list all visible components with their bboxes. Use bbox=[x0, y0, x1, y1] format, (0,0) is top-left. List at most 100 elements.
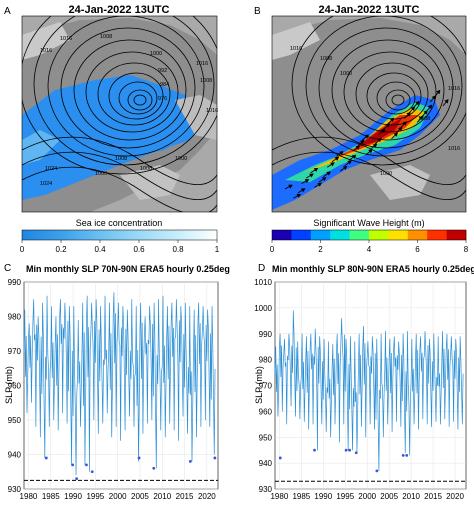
chart-d-marker bbox=[405, 453, 409, 457]
wave-arrow-head bbox=[364, 134, 369, 139]
colorbar-b-segment bbox=[330, 230, 350, 240]
chart-d-ytick-label: 980 bbox=[259, 356, 273, 365]
colorbar-b-scale bbox=[272, 230, 467, 240]
map-a-frame bbox=[21, 15, 218, 213]
map-b-contour-label: 1000 bbox=[340, 71, 352, 77]
chart-d-xtick-label: 1990 bbox=[314, 492, 332, 501]
wave-arrow-head bbox=[406, 112, 411, 117]
chart-c-ylabel: SLP (mb) bbox=[4, 366, 14, 404]
chart-c-marker bbox=[44, 456, 48, 460]
wave-arrow-head bbox=[351, 154, 357, 159]
chart-d-xtick-label: 2005 bbox=[380, 492, 398, 501]
line-chart-d: D Min monthly SLP 80N-90N ERA5 hourly 0.… bbox=[254, 263, 474, 501]
map-b-wave-arrows bbox=[284, 89, 449, 199]
wave-arrow-head bbox=[300, 188, 306, 193]
wave-arrow-head bbox=[418, 115, 424, 121]
wave-arrow-head bbox=[380, 128, 386, 134]
wave-arrow-head bbox=[444, 98, 449, 104]
map-b-wave-max bbox=[355, 118, 402, 148]
map-b-contour-label: 1016 bbox=[448, 146, 460, 152]
chart-c-ytick-label: 950 bbox=[8, 416, 22, 425]
colorbar-b-tick-label: 0 bbox=[270, 245, 275, 254]
chart-d-series-line bbox=[274, 310, 464, 471]
chart-d-marker bbox=[348, 448, 352, 452]
wave-arrow-head bbox=[389, 117, 395, 122]
chart-c-marker bbox=[85, 463, 88, 467]
chart-c-marker bbox=[71, 463, 75, 467]
wave-arrow-head bbox=[309, 173, 314, 178]
wave-arrow-head bbox=[427, 104, 433, 110]
chart-d-ylabel: SLP (mb) bbox=[254, 366, 264, 404]
colorbar-b-segment bbox=[349, 230, 370, 240]
map-a-title: 24-Jan-2022 13UTC bbox=[69, 4, 170, 16]
map-a-contour-label: 1016 bbox=[196, 61, 208, 67]
chart-d-xtick-label: 1980 bbox=[270, 492, 288, 501]
chart-d-ytick-label: 960 bbox=[259, 407, 273, 416]
colorbar-b-label: Significant Wave Height (m) bbox=[313, 218, 424, 228]
chart-d-marker bbox=[375, 469, 379, 473]
colorbar-b-segment bbox=[427, 230, 447, 240]
colorbar-a-tick-label: 0.2 bbox=[55, 245, 67, 254]
chart-d-xtick-label: 2015 bbox=[424, 492, 442, 501]
chart-c-xtick-label: 2000 bbox=[109, 492, 127, 501]
chart-c-xtick-label: 2015 bbox=[176, 492, 194, 501]
chart-c-xtick-label: 2005 bbox=[131, 492, 149, 501]
chart-c-ytick-label: 970 bbox=[8, 347, 22, 356]
colorbar-a-tick-label: 1 bbox=[215, 245, 220, 254]
wave-arrow-head bbox=[339, 151, 344, 156]
map-a-contour-label: 1008 bbox=[100, 34, 112, 40]
chart-c-marker bbox=[188, 460, 192, 463]
panel-letter-d: D bbox=[258, 263, 265, 274]
map-a-contour-label: 984 bbox=[160, 82, 169, 88]
wave-arrow-head bbox=[288, 184, 293, 189]
chart-d-marker bbox=[278, 456, 282, 460]
map-a-contour-label: 1024 bbox=[40, 181, 52, 187]
chart-d-ytick-label: 1000 bbox=[254, 304, 272, 313]
colorbar-a: Sea ice concentration 0 0.2 0.4 0.6 0.8 1 bbox=[20, 218, 220, 254]
chart-d-marker bbox=[344, 448, 348, 452]
wave-arrow-head bbox=[377, 137, 382, 143]
map-a-contour-label: 992 bbox=[158, 68, 167, 74]
wave-arrow-head bbox=[393, 132, 399, 137]
colorbar-a-tick-label: 0 bbox=[20, 245, 25, 254]
map-panel-b: 1008 1000 1016 1008 1016 1000 1016 bbox=[271, 15, 467, 213]
wave-arrow-head bbox=[398, 126, 403, 132]
colorbar-a-tick-label: 0.4 bbox=[94, 245, 106, 254]
colorbar-b-segment bbox=[407, 230, 428, 240]
chart-c-series-line bbox=[23, 292, 216, 476]
chart-d-xtick-label: 1985 bbox=[292, 492, 310, 501]
chart-c-ytick-label: 960 bbox=[8, 382, 22, 391]
colorbar-a-tick-label: 0.8 bbox=[172, 245, 184, 254]
map-a-contour-label: 1024 bbox=[45, 166, 57, 172]
chart-c-xtick-label: 1985 bbox=[42, 492, 60, 501]
chart-c-xtick-label: 2020 bbox=[198, 492, 216, 501]
wave-arrow-head bbox=[304, 179, 310, 184]
panel-letter-b: B bbox=[254, 6, 261, 17]
chart-c-title: Min monthly SLP 70N-90N ERA5 hourly 0.25… bbox=[26, 264, 230, 274]
wave-arrow-head bbox=[402, 121, 407, 126]
wave-arrow-head bbox=[431, 95, 436, 100]
map-a-contour-label: 1008 bbox=[140, 166, 152, 172]
colorbar-b-segment bbox=[272, 230, 292, 240]
line-chart-c: C Min monthly SLP 70N-90N ERA5 hourly 0.… bbox=[4, 263, 230, 501]
chart-c-ytick-label: 940 bbox=[8, 451, 22, 460]
chart-c-marker bbox=[137, 456, 141, 460]
colorbar-a-tick-label: 0.6 bbox=[133, 245, 145, 254]
wave-arrow-head bbox=[317, 182, 323, 187]
colorbar-b-ticks: 0 2 4 6 8 bbox=[270, 240, 469, 254]
chart-d-marker bbox=[401, 453, 405, 457]
colorbar-b-tick-label: 6 bbox=[415, 245, 420, 254]
colorbar-b-segment bbox=[388, 230, 409, 240]
wave-arrow-head bbox=[347, 160, 352, 165]
chart-c-marker bbox=[90, 470, 94, 474]
chart-d-marker bbox=[354, 451, 358, 455]
chart-c-ytick-label: 980 bbox=[8, 313, 22, 322]
map-b-contour-label: 1016 bbox=[290, 46, 302, 52]
chart-d-title: Min monthly SLP 80N-90N ERA5 hourly 0.25… bbox=[272, 264, 474, 274]
colorbar-b-tick-label: 4 bbox=[367, 245, 372, 254]
chart-c-ytick-label: 930 bbox=[8, 485, 22, 494]
chart-c-marker bbox=[75, 477, 79, 481]
chart-c-ytick-label: 990 bbox=[8, 278, 22, 287]
map-b-land-s bbox=[370, 165, 430, 200]
colorbar-b-tick-label: 2 bbox=[318, 245, 323, 254]
